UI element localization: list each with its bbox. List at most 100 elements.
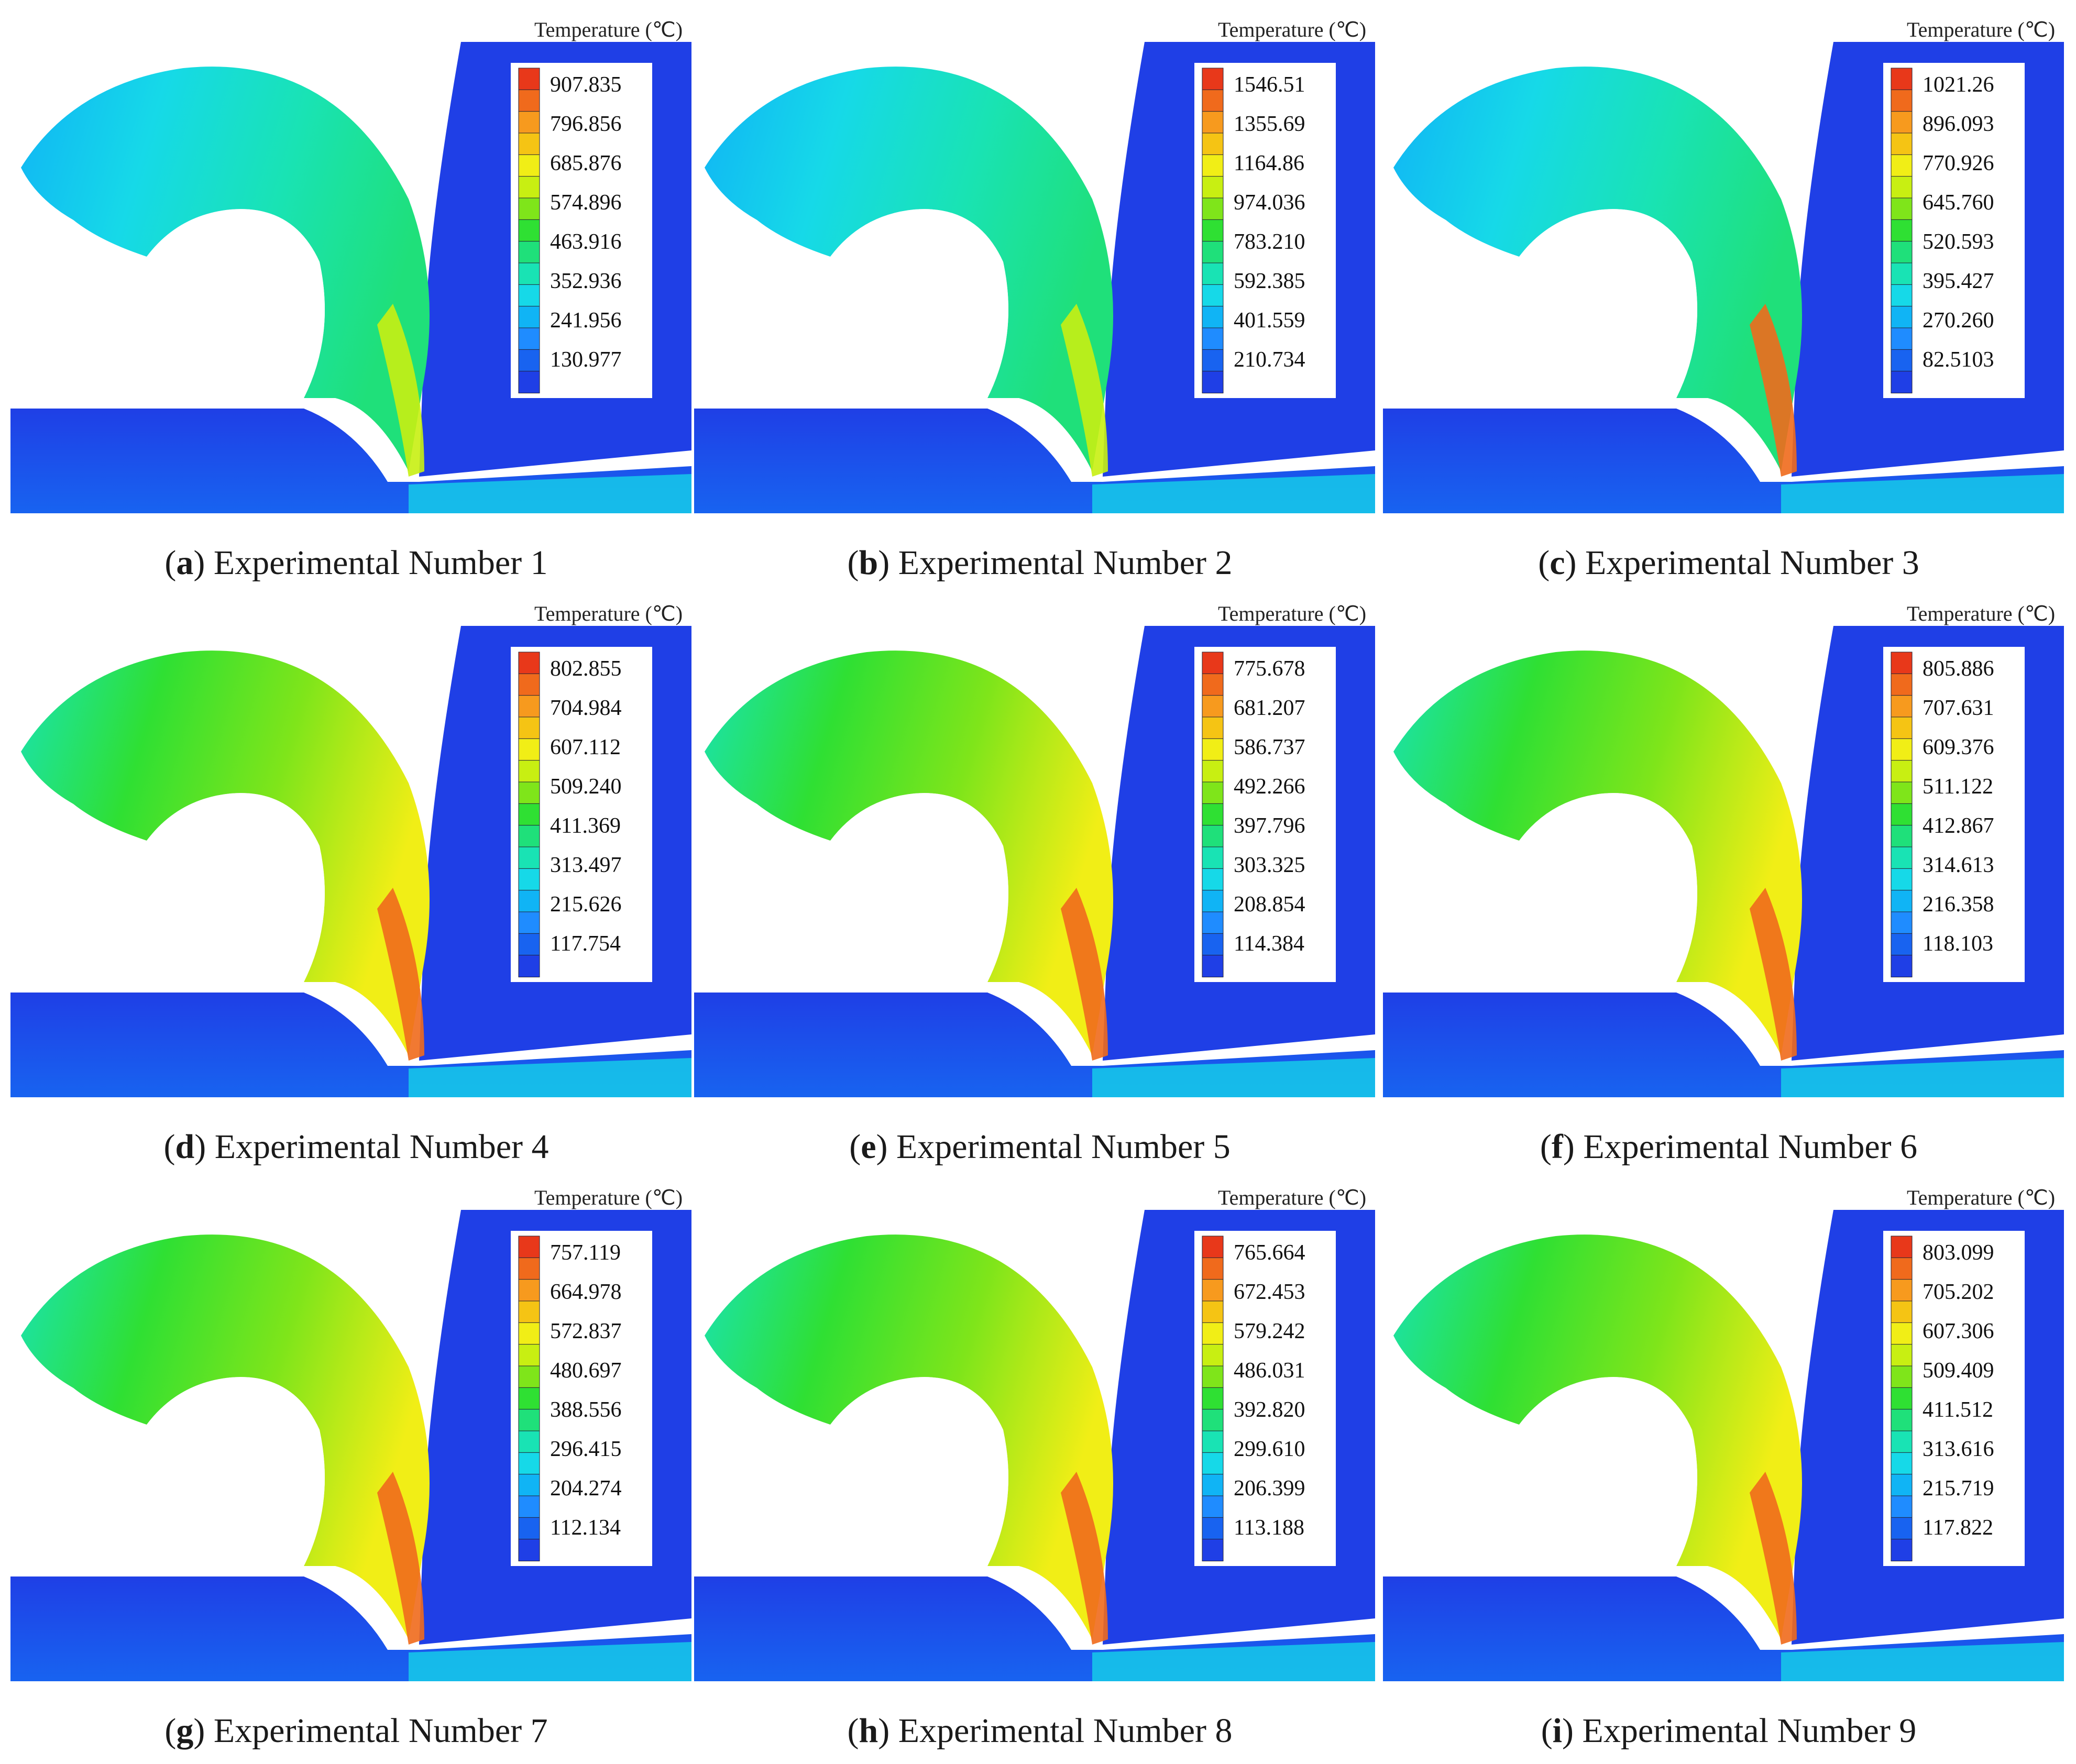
legend-value: 270.260 <box>1923 308 1994 333</box>
legend-color-step <box>1891 89 1913 112</box>
legend-color-step <box>518 1517 540 1540</box>
panel-caption: (g) Experimental Number 7 <box>164 1712 548 1750</box>
legend-color-step <box>1891 1322 1913 1345</box>
legend-color-step <box>518 197 540 220</box>
legend-value: 303.325 <box>1234 853 1305 877</box>
legend-color-step <box>1202 868 1224 891</box>
legend-color-step <box>518 868 540 891</box>
legend-color-step <box>1891 133 1913 156</box>
legend-color-step <box>1891 1344 1913 1366</box>
legend-value: 520.593 <box>1923 230 1994 254</box>
legend-color-step <box>518 716 540 740</box>
panel-letter: d <box>175 1128 195 1166</box>
chip-curl-gap <box>21 793 325 993</box>
legend-value: 215.626 <box>550 892 622 917</box>
temperature-contour-plot: Temperature (℃) 1546.51 1355.69 1164.86 974.… <box>694 18 1375 513</box>
panel-e: Temperature (℃) 775.678 681.207 586.737 492.… <box>694 594 1386 1180</box>
legend-color-step <box>1891 803 1913 826</box>
legend-value: 803.099 <box>1923 1241 1994 1265</box>
chip-curl-gap <box>21 1377 325 1576</box>
legend-color-step <box>1891 868 1913 891</box>
legend-title: Temperature (℃) <box>1907 1186 2055 1209</box>
legend-color-step <box>518 695 540 718</box>
panel-title: Experimental Number 4 <box>214 1128 549 1166</box>
chip <box>705 67 1113 471</box>
legend-value: 314.613 <box>1923 853 1994 877</box>
machined-surface-layer <box>409 1058 691 1097</box>
shear-zone-hotspot <box>377 304 424 477</box>
legend-value: 765.664 <box>1234 1241 1305 1265</box>
legend-color-step <box>1202 1517 1224 1540</box>
chip <box>705 651 1113 1055</box>
legend-color-step <box>518 133 540 156</box>
panel-a: Temperature (℃) 907.835 796.856 685.876 574.… <box>10 10 702 596</box>
legend-color-step <box>1202 1322 1224 1345</box>
temperature-contour-plot: Temperature (℃) 802.855 704.984 607.112 509.… <box>10 602 691 1097</box>
legend-color-step <box>1202 803 1224 826</box>
legend-color-step <box>1202 1409 1224 1431</box>
legend-color-step <box>1891 1300 1913 1324</box>
panel-letter: e <box>861 1128 876 1166</box>
legend-value: 579.242 <box>1234 1319 1305 1343</box>
legend-color-step <box>518 284 540 307</box>
legend-color-step <box>1891 1279 1913 1302</box>
machined-surface-layer <box>1781 1642 2064 1681</box>
legend-value: 705.202 <box>1923 1280 1994 1304</box>
legend-color-step <box>1891 673 1913 696</box>
legend-color-step <box>1891 911 1913 934</box>
legend-value: 805.886 <box>1923 657 1994 681</box>
machined-surface-layer <box>1781 474 2064 513</box>
panel-g: Temperature (℃) 757.119 664.978 572.837 480.… <box>10 1178 702 1764</box>
shear-zone-hotspot <box>1061 304 1108 477</box>
legend-color-step <box>1202 371 1224 394</box>
machined-surface-layer <box>1781 1058 2064 1097</box>
legend-color-step <box>518 738 540 761</box>
legend-value: 704.984 <box>550 696 622 720</box>
legend-color-step <box>1202 1539 1224 1562</box>
panel-title: Experimental Number 1 <box>213 544 548 582</box>
legend-color-step <box>518 219 540 242</box>
legend-value: 974.036 <box>1234 191 1305 215</box>
legend-color-step <box>518 1452 540 1475</box>
legend-color-step <box>1891 1236 1913 1259</box>
legend-color-step <box>1202 176 1224 199</box>
legend-color-step <box>1202 846 1224 869</box>
legend-color-step <box>1891 306 1913 329</box>
legend-value: 645.760 <box>1923 191 1994 215</box>
legend-color-step <box>1202 1236 1224 1259</box>
panel-caption: (f) Experimental Number 6 <box>1540 1128 1918 1166</box>
legend-title: Temperature (℃) <box>1907 18 2055 41</box>
legend-value: 607.112 <box>550 735 621 759</box>
panel-h: Temperature (℃) 765.664 672.453 579.242 486.… <box>694 1178 1386 1764</box>
legend-value: 112.134 <box>550 1516 621 1540</box>
legend-color-step <box>1202 1495 1224 1518</box>
legend-value: 118.103 <box>1923 932 1993 956</box>
chip <box>1393 1234 1802 1639</box>
legend-color-step <box>1202 111 1224 134</box>
legend-color-step <box>1202 284 1224 307</box>
panel-caption: (h) Experimental Number 8 <box>847 1712 1233 1750</box>
panel-letter: i <box>1552 1712 1563 1750</box>
legend-color-step <box>1891 825 1913 847</box>
legend-value: 215.719 <box>1923 1476 1994 1501</box>
shear-zone-hotspot <box>1750 888 1797 1061</box>
legend-value: 607.306 <box>1923 1319 1994 1343</box>
legend-color-step <box>1202 933 1224 956</box>
legend-value: 216.358 <box>1923 892 1994 917</box>
chip <box>21 67 430 471</box>
legend-value: 770.926 <box>1923 151 1994 175</box>
legend-value: 592.385 <box>1234 269 1305 293</box>
legend-value: 82.5103 <box>1923 348 1994 372</box>
legend-color-step <box>1891 781 1913 804</box>
legend-color-step <box>518 825 540 847</box>
legend-value: 204.274 <box>550 1476 622 1501</box>
legend-title: Temperature (℃) <box>1218 602 1366 625</box>
legend-color-step <box>518 1409 540 1431</box>
legend-color-step <box>1891 176 1913 199</box>
legend-color-step <box>1891 111 1913 134</box>
legend-color-step <box>518 1322 540 1345</box>
legend-value: 783.210 <box>1234 230 1305 254</box>
legend-color-step <box>518 846 540 869</box>
legend-color-step <box>1891 284 1913 307</box>
legend-value: 411.512 <box>1923 1398 1993 1422</box>
